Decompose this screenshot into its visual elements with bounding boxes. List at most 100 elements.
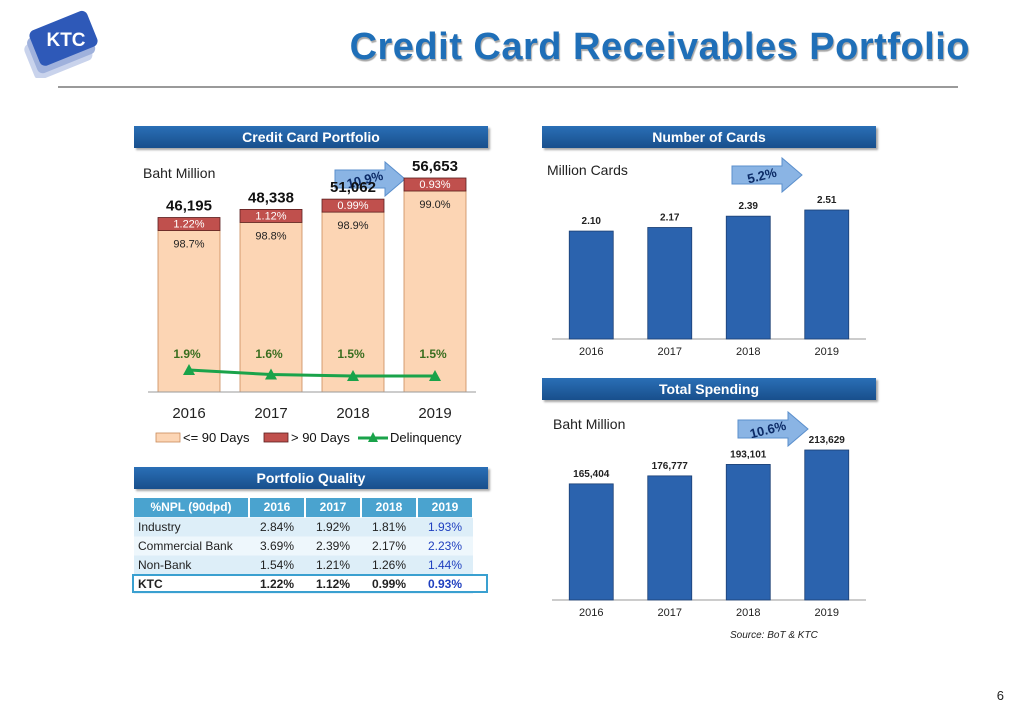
data-label-2018: 193,101 [730, 449, 767, 460]
npl-header-label: %NPL (90dpd) [134, 498, 250, 518]
bar-le90-2017 [239, 222, 303, 393]
bar-le90-2019 [403, 190, 467, 393]
npl-row-commercial-bank: Commercial Bank 3.69% 2.39% 2.17% 2.23% [134, 536, 473, 556]
x-tick-2018: 2018 [736, 607, 760, 619]
npl-cell: 2.84% [249, 517, 305, 537]
delinquency-marker-2017 [265, 368, 277, 380]
npl-cell: Non-Bank [134, 555, 249, 575]
npl-cell: Industry [134, 517, 249, 537]
page-number: 6 [996, 688, 1004, 703]
bar-gt90-2017 [239, 209, 303, 223]
label-gt90-2016: 1.22% [173, 219, 204, 231]
x-tick-2018: 2018 [336, 405, 369, 422]
ktc-logo: KTC [24, 10, 98, 78]
x-tick-2019: 2019 [418, 405, 451, 422]
npl-row-ktc: KTC 1.22% 1.12% 0.99% 0.93% [134, 574, 473, 594]
total-label-2016: 46,195 [166, 198, 212, 215]
npl-header-2019: 2019 [417, 498, 474, 518]
npl-header-2016: 2016 [249, 498, 306, 518]
npl-cell: 1.22% [249, 574, 305, 594]
bar-gt90-2016 [157, 217, 221, 231]
label-le90-2018: 98.9% [337, 220, 368, 232]
x-tick-2016: 2016 [579, 346, 603, 358]
delinquency-label-2017: 1.6% [255, 347, 283, 361]
npl-cell: 1.44% [417, 555, 473, 575]
data-label-2017: 176,777 [652, 461, 689, 472]
x-tick-2019: 2019 [815, 346, 839, 358]
x-tick-2017: 2017 [658, 607, 682, 619]
source-note: Source: BoT & KTC [730, 630, 818, 641]
legend-label-delinquency: Delinquency [390, 430, 462, 445]
cards-growth-label: 5.2% [746, 165, 779, 187]
x-tick-2017: 2017 [254, 405, 287, 422]
npl-cell: 2.17% [361, 536, 417, 556]
npl-cell: 3.69% [249, 536, 305, 556]
delinquency-line [188, 368, 435, 378]
delinquency-label-2019: 1.5% [419, 347, 447, 361]
title-divider [58, 86, 958, 88]
bar-le90-2018 [321, 211, 385, 393]
data-label-2019: 213,629 [809, 435, 846, 446]
x-tick-2017: 2017 [658, 346, 682, 358]
total-label-2018: 51,062 [330, 179, 376, 196]
delinquency-marker-2019 [429, 370, 441, 381]
data-label-2016: 165,404 [573, 469, 610, 480]
bar-gt90-2019 [403, 177, 467, 192]
label-gt90-2018: 0.99% [337, 200, 368, 212]
npl-cell: 2.23% [417, 536, 473, 556]
spending-growth-arrow: 10.6% [737, 410, 809, 448]
bar-gt90-2018 [321, 198, 385, 213]
npl-cell: 1.26% [361, 555, 417, 575]
npl-table: %NPL (90dpd) 2016 2017 2018 2019 Industr… [134, 498, 474, 594]
npl-cell: Commercial Bank [134, 536, 249, 556]
delinquency-marker-2016 [183, 364, 195, 375]
x-tick-2019: 2019 [815, 607, 839, 619]
credit-card-portfolio-banner: Credit Card Portfolio [134, 126, 488, 148]
logo-text: KTC [46, 30, 85, 51]
npl-cell: 1.92% [305, 517, 361, 537]
x-tick-2016: 2016 [172, 405, 205, 422]
npl-cell: 1.12% [305, 574, 361, 594]
npl-cell: KTC [134, 574, 249, 594]
delinquency-marker-2018 [347, 370, 359, 381]
credit-card-portfolio-chart: 1.22% 98.7% 46,195 2016 1.9% 1.12% 98.8% 48,338… [148, 158, 476, 445]
npl-cell: 1.93% [417, 517, 473, 537]
page-title: Credit Card Receivables Portfolio [349, 26, 970, 68]
bar-2016 [568, 230, 614, 340]
spending-unit-label: Baht Million [553, 416, 626, 432]
legend-label-le90: <= 90 Days [183, 430, 250, 445]
legend-swatch-le90 [155, 432, 181, 443]
bar-2017 [647, 227, 693, 340]
label-gt90-2019: 0.93% [419, 179, 450, 191]
npl-cell: 0.93% [417, 574, 473, 594]
bar-2019 [804, 209, 850, 340]
npl-cell: 2.39% [305, 536, 361, 556]
bar-2017 [647, 475, 693, 601]
total-label-2019: 56,653 [412, 158, 458, 175]
npl-row-industry: Industry 2.84% 1.92% 1.81% 1.93% [134, 517, 473, 537]
cards-growth-arrow: 5.2% [731, 156, 803, 194]
portfolio-quality-banner: Portfolio Quality [134, 467, 488, 489]
npl-cell: 1.81% [361, 517, 417, 537]
npl-header-2018: 2018 [361, 498, 418, 518]
label-le90-2016: 98.7% [173, 239, 204, 251]
portfolio-growth-arrow: 10.9% [334, 160, 406, 198]
total-spending-banner: Total Spending [542, 378, 876, 400]
bar-2018 [725, 215, 771, 340]
legend-marker-delinquency [368, 432, 378, 442]
npl-cell: 0.99% [361, 574, 417, 594]
npl-row-non-bank: Non-Bank 1.54% 1.21% 1.26% 1.44% [134, 555, 473, 575]
bar-2019 [804, 449, 850, 601]
bar-2018 [725, 464, 771, 601]
legend-label-gt90: > 90 Days [291, 430, 350, 445]
legend-swatch-gt90 [263, 432, 289, 443]
x-tick-2018: 2018 [736, 346, 760, 358]
npl-table-wrapper: %NPL (90dpd) 2016 2017 2018 2019 Industr… [134, 498, 474, 594]
total-label-2017: 48,338 [248, 189, 294, 206]
label-le90-2019: 99.0% [419, 199, 450, 211]
number-of-cards-chart: 2.10 2016 2.17 2017 2.39 2018 2.51 2019 [552, 195, 866, 358]
total-spending-chart: 165,404 2016 176,777 2017 193,101 2018 213,629… [552, 435, 866, 619]
data-label-2016: 2.10 [582, 216, 602, 227]
delinquency-label-2016: 1.9% [173, 347, 201, 361]
number-of-cards-banner: Number of Cards [542, 126, 876, 148]
